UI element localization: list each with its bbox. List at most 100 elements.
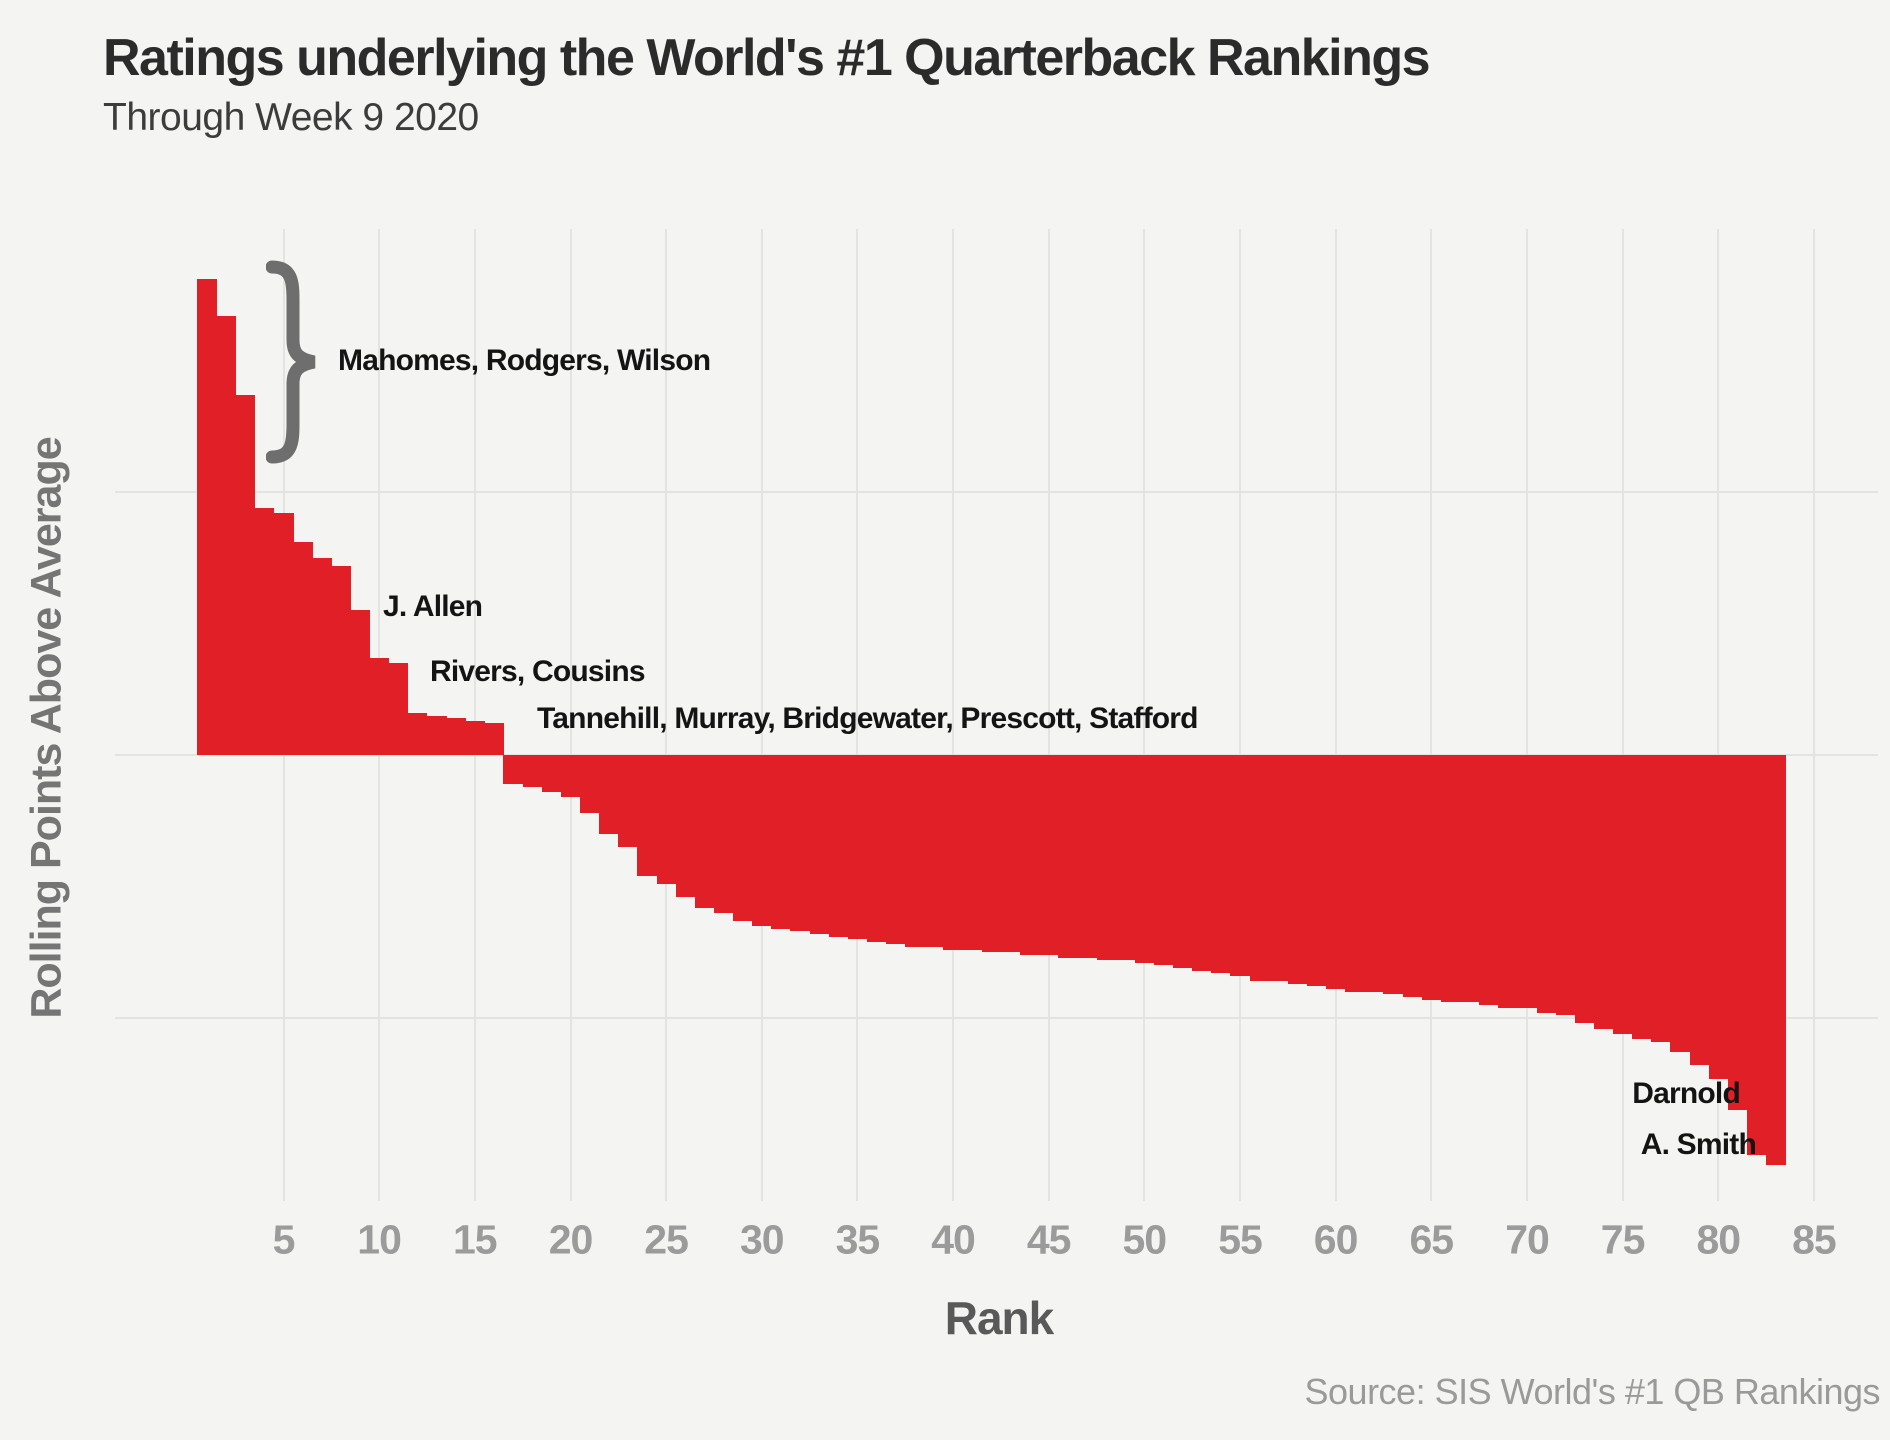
x-tick-label-80: 80: [1696, 1216, 1741, 1263]
bar-rank-47: [1077, 755, 1097, 958]
bar-rank-32: [790, 755, 811, 932]
x-tick-label-25: 25: [644, 1216, 689, 1263]
bar-rank-19: [541, 755, 562, 792]
bar-rank-60: [1326, 755, 1346, 990]
bar-rank-75: [1613, 755, 1633, 1034]
bar-rank-34: [828, 755, 849, 937]
x-tick-label-5: 5: [272, 1216, 296, 1263]
y-axis-title: Rolling Points Above Average: [22, 437, 71, 1019]
x-gridline-30: [760, 229, 763, 1201]
x-gridline-75: [1621, 229, 1624, 1201]
bar-rank-79: [1689, 755, 1710, 1066]
x-tick-label-85: 85: [1792, 1216, 1837, 1263]
bar-rank-22: [599, 755, 619, 834]
bar-rank-1: [197, 279, 218, 755]
x-tick-label-35: 35: [835, 1216, 881, 1263]
bar-rank-74: [1593, 755, 1614, 1029]
bar-rank-61: [1345, 755, 1365, 992]
bar-rank-43: [1000, 755, 1021, 953]
bar-rank-5: [273, 513, 294, 755]
bar-rank-78: [1670, 755, 1691, 1053]
bar-rank-23: [618, 755, 638, 847]
x-tick-label-10: 10: [357, 1216, 402, 1263]
bar-rank-21: [580, 755, 600, 813]
bar-rank-28: [713, 755, 734, 913]
x-gridline-70: [1526, 229, 1528, 1201]
bar-rank-59: [1306, 755, 1327, 987]
bar-rank-65: [1421, 755, 1442, 1000]
bar-rank-51: [1153, 755, 1174, 966]
bar-rank-33: [809, 755, 830, 934]
bar-rank-39: [924, 755, 944, 947]
chart-subtitle: Through Week 9 2020: [103, 96, 479, 139]
bar-rank-18: [522, 755, 543, 787]
bar-rank-72: [1555, 755, 1576, 1016]
bar-rank-25: [656, 755, 677, 884]
bar-rank-36: [866, 755, 887, 942]
bar-rank-8: [331, 565, 351, 755]
x-gridline-20: [569, 229, 572, 1201]
bar-rank-41: [962, 755, 983, 950]
bar-rank-76: [1632, 755, 1652, 1039]
x-tick-label-45: 45: [1026, 1216, 1072, 1263]
bar-rank-7: [312, 557, 332, 756]
x-gridline-40: [952, 229, 954, 1201]
x-gridline-45: [1047, 229, 1050, 1201]
bar-rank-10: [369, 657, 390, 755]
bar-rank-55: [1230, 755, 1251, 976]
bar-rank-44: [1020, 755, 1040, 955]
bar-rank-82: [1746, 755, 1767, 1155]
bar-rank-71: [1536, 755, 1557, 1013]
x-gridline-15: [473, 229, 476, 1201]
bar-rank-70: [1517, 755, 1537, 1008]
bar-rank-56: [1249, 755, 1270, 982]
bar-rank-20: [560, 755, 581, 798]
x-tick-label-60: 60: [1313, 1216, 1359, 1263]
x-tick-label-15: 15: [452, 1216, 498, 1263]
x-gridline-55: [1239, 229, 1241, 1201]
x-tick-label-75: 75: [1600, 1216, 1646, 1263]
x-gridline-25: [665, 229, 668, 1201]
bar-rank-69: [1498, 755, 1518, 1008]
bar-rank-81: [1727, 755, 1748, 1111]
bar-rank-58: [1287, 755, 1308, 984]
bar-rank-77: [1651, 755, 1671, 1042]
bar-rank-63: [1383, 755, 1404, 995]
bar-rank-80: [1708, 755, 1729, 1079]
bar-rank-42: [981, 755, 1002, 953]
annotation-allen: J. Allen: [383, 590, 483, 623]
bar-rank-67: [1459, 755, 1480, 1003]
annotation-darnold: Darnold: [1632, 1077, 1741, 1110]
bar-rank-46: [1058, 755, 1078, 958]
curly-brace-icon: [266, 260, 316, 464]
bar-rank-29: [733, 755, 753, 921]
annotation-mahomes: Mahomes, Rodgers, Wilson: [338, 344, 711, 377]
bar-rank-27: [694, 755, 715, 908]
bar-rank-53: [1192, 755, 1212, 971]
x-tick-label-20: 20: [548, 1216, 594, 1263]
x-gridline-35: [856, 229, 859, 1201]
x-gridline-85: [1812, 229, 1815, 1201]
annotation-rivers: Rivers, Cousins: [430, 655, 646, 688]
bar-rank-52: [1173, 755, 1193, 968]
bar-rank-64: [1402, 755, 1423, 997]
bar-rank-26: [675, 755, 696, 897]
annotation-asmith: A. Smith: [1640, 1128, 1757, 1161]
x-gridline-60: [1334, 229, 1337, 1201]
chart-title: Ratings underlying the World's #1 Quarte…: [103, 29, 1431, 87]
x-tick-label-55: 55: [1218, 1216, 1263, 1263]
bar-rank-11: [388, 663, 409, 755]
x-tick-label-30: 30: [739, 1216, 785, 1263]
x-tick-label-65: 65: [1409, 1216, 1454, 1263]
bar-rank-30: [752, 755, 772, 926]
x-tick-label-70: 70: [1505, 1216, 1550, 1263]
source-credit: Source: SIS World's #1 QB Rankings: [1304, 1371, 1881, 1412]
bar-rank-73: [1574, 755, 1595, 1024]
bar-rank-9: [350, 610, 371, 756]
bar-rank-31: [771, 755, 791, 929]
bar-rank-45: [1039, 755, 1059, 955]
bar-rank-12: [407, 712, 428, 755]
bar-rank-6: [293, 542, 313, 755]
annotation-tannehill: Tannehill, Murray, Bridgewater, Prescott…: [537, 702, 1199, 735]
